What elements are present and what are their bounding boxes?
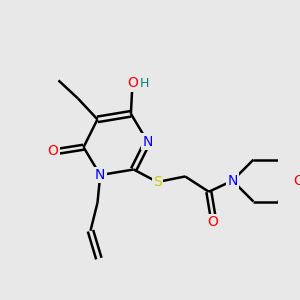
Text: O: O <box>47 144 58 158</box>
Text: N: N <box>142 135 153 148</box>
Text: S: S <box>153 175 162 189</box>
Text: N: N <box>227 174 238 188</box>
Text: O: O <box>293 174 300 188</box>
Text: O: O <box>208 215 218 230</box>
Text: O: O <box>127 76 138 90</box>
Text: H: H <box>139 77 148 90</box>
Text: N: N <box>95 168 105 182</box>
